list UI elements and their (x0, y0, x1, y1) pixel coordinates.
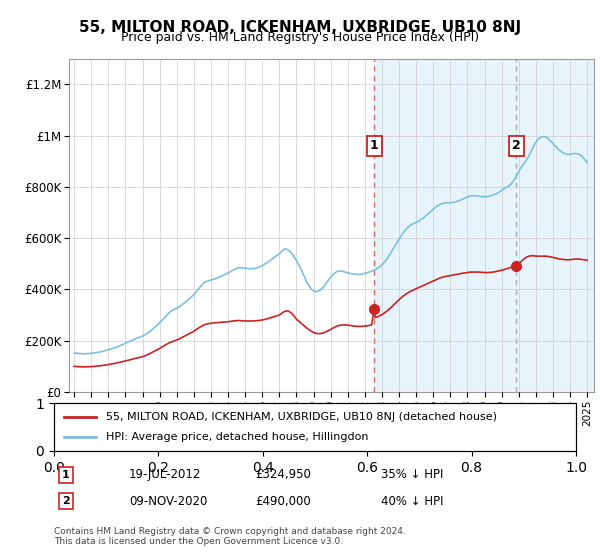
Text: Contains HM Land Registry data © Crown copyright and database right 2024.
This d: Contains HM Land Registry data © Crown c… (54, 526, 406, 546)
Text: £490,000: £490,000 (255, 494, 311, 508)
Text: 1: 1 (370, 139, 379, 152)
Text: £324,950: £324,950 (255, 468, 311, 482)
Text: 19-JUL-2012: 19-JUL-2012 (129, 468, 202, 482)
Text: 40% ↓ HPI: 40% ↓ HPI (381, 494, 443, 508)
Text: 1: 1 (62, 470, 70, 480)
Text: 09-NOV-2020: 09-NOV-2020 (129, 494, 208, 508)
Text: 35% ↓ HPI: 35% ↓ HPI (381, 468, 443, 482)
Text: 2: 2 (512, 139, 521, 152)
Text: HPI: Average price, detached house, Hillingdon: HPI: Average price, detached house, Hill… (106, 432, 368, 442)
Bar (52, 59, 374, 392)
Text: 2: 2 (62, 496, 70, 506)
Bar (374, 59, 600, 392)
Text: 55, MILTON ROAD, ICKENHAM, UXBRIDGE, UB10 8NJ (detached house): 55, MILTON ROAD, ICKENHAM, UXBRIDGE, UB1… (106, 412, 497, 422)
Text: 55, MILTON ROAD, ICKENHAM, UXBRIDGE, UB10 8NJ: 55, MILTON ROAD, ICKENHAM, UXBRIDGE, UB1… (79, 20, 521, 35)
Text: Price paid vs. HM Land Registry's House Price Index (HPI): Price paid vs. HM Land Registry's House … (121, 31, 479, 44)
